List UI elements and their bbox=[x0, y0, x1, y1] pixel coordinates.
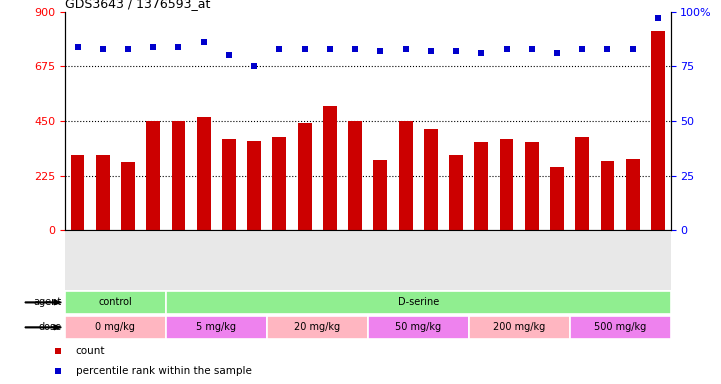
Bar bbox=[651, 31, 665, 230]
Bar bbox=[323, 106, 337, 230]
Bar bbox=[601, 161, 614, 230]
Text: percentile rank within the sample: percentile rank within the sample bbox=[76, 366, 252, 376]
Bar bbox=[348, 121, 362, 230]
Text: control: control bbox=[99, 297, 132, 307]
Bar bbox=[500, 139, 513, 230]
Bar bbox=[222, 139, 236, 230]
Bar bbox=[197, 118, 211, 230]
Bar bbox=[550, 167, 564, 230]
Text: 5 mg/kg: 5 mg/kg bbox=[196, 322, 236, 332]
Bar bbox=[247, 141, 261, 230]
Text: dose: dose bbox=[38, 322, 61, 333]
Bar bbox=[65, 316, 166, 339]
Bar bbox=[267, 316, 368, 339]
Text: 0 mg/kg: 0 mg/kg bbox=[95, 322, 136, 332]
Bar bbox=[469, 316, 570, 339]
Text: 500 mg/kg: 500 mg/kg bbox=[594, 322, 646, 332]
Bar bbox=[626, 159, 640, 230]
Bar bbox=[449, 156, 463, 230]
Text: 50 mg/kg: 50 mg/kg bbox=[395, 322, 441, 332]
Bar bbox=[273, 137, 286, 230]
Text: GDS3643 / 1376593_at: GDS3643 / 1376593_at bbox=[65, 0, 211, 10]
Bar bbox=[146, 121, 160, 230]
Bar bbox=[121, 162, 135, 230]
Bar bbox=[96, 156, 110, 230]
Bar bbox=[373, 160, 387, 230]
Bar bbox=[166, 316, 267, 339]
Bar bbox=[172, 121, 185, 230]
Bar bbox=[65, 291, 166, 314]
Bar bbox=[71, 155, 84, 230]
Text: count: count bbox=[76, 346, 105, 356]
Bar bbox=[368, 316, 469, 339]
Bar bbox=[575, 137, 589, 230]
Text: 20 mg/kg: 20 mg/kg bbox=[294, 322, 340, 332]
Bar bbox=[474, 142, 488, 230]
Bar bbox=[166, 291, 671, 314]
Bar bbox=[424, 129, 438, 230]
Bar bbox=[399, 121, 412, 230]
Text: agent: agent bbox=[33, 297, 61, 308]
Bar bbox=[298, 123, 311, 230]
Text: D-serine: D-serine bbox=[397, 297, 439, 307]
Text: 200 mg/kg: 200 mg/kg bbox=[493, 322, 545, 332]
Bar bbox=[570, 316, 671, 339]
Bar bbox=[525, 142, 539, 230]
